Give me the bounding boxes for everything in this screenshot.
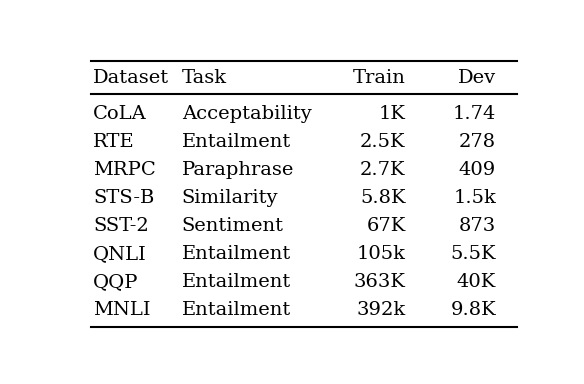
- Text: 5.8K: 5.8K: [360, 189, 406, 207]
- Text: CoLA: CoLA: [93, 105, 147, 123]
- Text: 392k: 392k: [356, 301, 406, 319]
- Text: STS-B: STS-B: [93, 189, 155, 207]
- Text: 40K: 40K: [457, 273, 496, 291]
- Text: Entailment: Entailment: [182, 133, 291, 151]
- Text: Task: Task: [182, 69, 227, 87]
- Text: Entailment: Entailment: [182, 245, 291, 263]
- Text: 1K: 1K: [379, 105, 406, 123]
- Text: Entailment: Entailment: [182, 273, 291, 291]
- Text: 5.5K: 5.5K: [451, 245, 496, 263]
- Text: Entailment: Entailment: [182, 301, 291, 319]
- Text: 9.8K: 9.8K: [451, 301, 496, 319]
- Text: 409: 409: [459, 161, 496, 179]
- Text: 2.5K: 2.5K: [360, 133, 406, 151]
- Text: 363K: 363K: [354, 273, 406, 291]
- Text: Dev: Dev: [458, 69, 496, 87]
- Text: 67K: 67K: [366, 217, 406, 235]
- Text: Dataset: Dataset: [93, 69, 169, 87]
- Text: Similarity: Similarity: [182, 189, 278, 207]
- Text: Acceptability: Acceptability: [182, 105, 311, 123]
- Text: Train: Train: [353, 69, 406, 87]
- Text: RTE: RTE: [93, 133, 135, 151]
- Text: 105k: 105k: [357, 245, 406, 263]
- Text: 278: 278: [459, 133, 496, 151]
- Text: MNLI: MNLI: [93, 301, 151, 319]
- Text: Sentiment: Sentiment: [182, 217, 284, 235]
- Text: MRPC: MRPC: [93, 161, 156, 179]
- Text: QNLI: QNLI: [93, 245, 147, 263]
- Text: 2.7K: 2.7K: [360, 161, 406, 179]
- Text: Paraphrase: Paraphrase: [182, 161, 294, 179]
- Text: 873: 873: [459, 217, 496, 235]
- Text: SST-2: SST-2: [93, 217, 149, 235]
- Text: 1.74: 1.74: [453, 105, 496, 123]
- Text: QQP: QQP: [93, 273, 139, 291]
- Text: 1.5k: 1.5k: [453, 189, 496, 207]
